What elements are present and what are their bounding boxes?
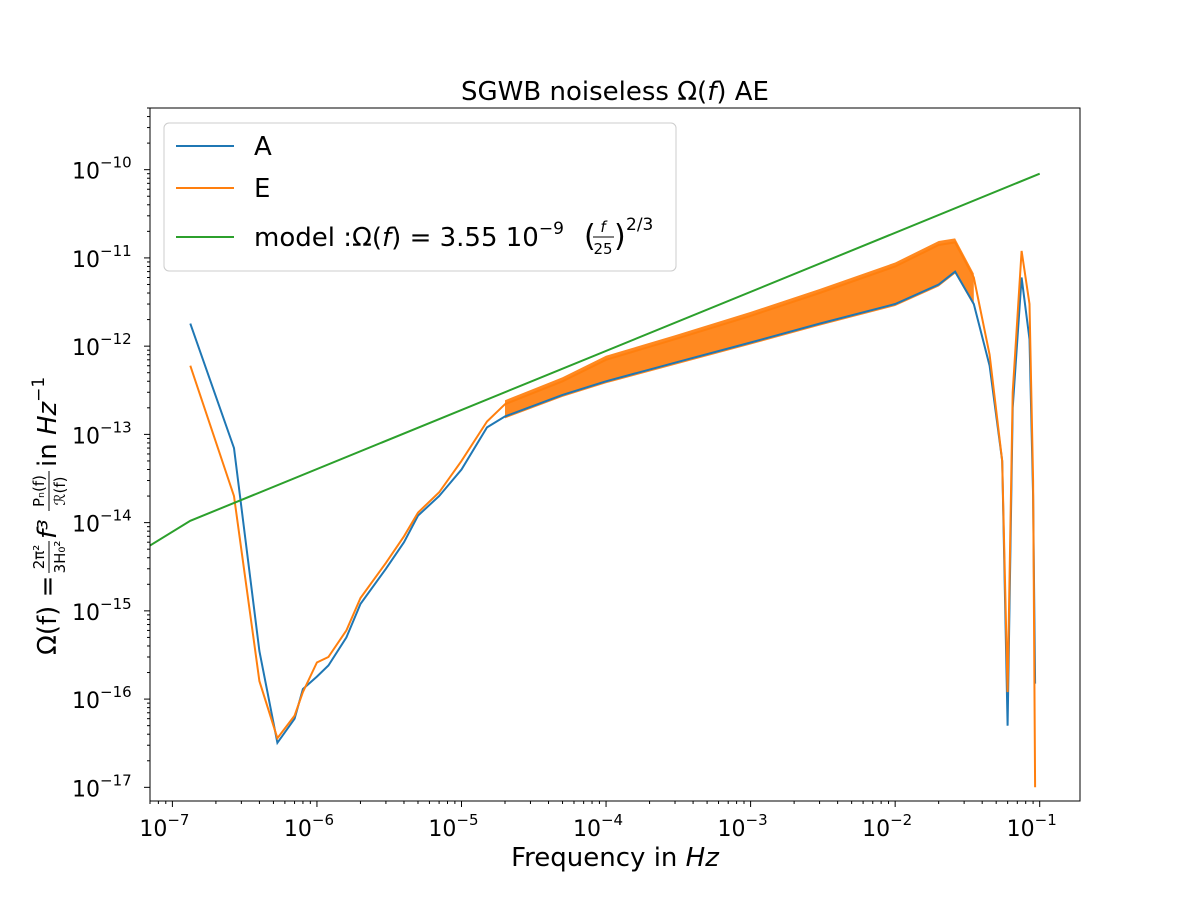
- chart-title: SGWB noiseless Ω(f) AE: [461, 77, 769, 107]
- svg-text:2π²: 2π²: [30, 545, 48, 570]
- y-axis-label: Ω(f) = 2π² 3H₀² f³ Pₙ(f) ℛ(f) in Hz−1: [29, 377, 69, 655]
- svg-text:f: f: [600, 218, 608, 236]
- orange-band-area: [505, 238, 974, 419]
- y-axis-ticks: 10−17 10−16 10−15 10−14 10−13 10−12 10−11 10−10: [72, 107, 150, 802]
- svg-text:f³: f³: [33, 519, 63, 539]
- x-axis-label: Frequency in Hz: [511, 843, 720, 873]
- plot-frame: [149, 107, 1081, 802]
- x-axis-ticks: 10−7 10−6 10−5 10−4 10−3 10−2 10−1: [139, 801, 1057, 842]
- y-tick-label: 10−15: [72, 595, 132, 626]
- y-tick-label: 10−11: [72, 242, 132, 273]
- legend-box: [163, 122, 677, 272]
- x-tick-label: 10−2: [862, 811, 912, 842]
- y-tick-label: 10−13: [72, 418, 132, 449]
- svg-text:25: 25: [593, 240, 612, 258]
- svg-text:Pₙ(f): Pₙ(f): [30, 475, 48, 507]
- svg-text:in Hz−1: in Hz−1: [29, 377, 63, 467]
- y-tick-label: 10−12: [72, 330, 132, 361]
- legend: A E model :Ω(f) = 3.55 10−9 ( f 25 ) 2/3: [163, 122, 677, 272]
- x-tick-label: 10−4: [573, 811, 623, 842]
- y-tick-label: 10−10: [72, 154, 132, 185]
- x-tick-label: 10−1: [1007, 811, 1057, 842]
- svg-text:2/3: 2/3: [626, 215, 653, 235]
- svg-text:): ): [614, 219, 626, 254]
- legend-label-a: A: [254, 132, 272, 162]
- series-line-model: [150, 172, 1041, 547]
- y-tick-label: 10−14: [72, 507, 132, 538]
- legend-label-e: E: [254, 174, 270, 204]
- x-tick-label: 10−5: [428, 811, 478, 842]
- series-layer: [150, 172, 1041, 788]
- svg-text:ℛ(f): ℛ(f): [51, 477, 69, 506]
- svg-text:model :Ω(f) = 3.55 10−9: model :Ω(f) = 3.55 10−9: [254, 219, 564, 253]
- x-tick-label: 10−7: [139, 811, 189, 842]
- svg-text:Ω(f) =: Ω(f) =: [33, 576, 63, 655]
- x-tick-label: 10−3: [718, 811, 768, 842]
- series-line-a: [189, 270, 1037, 746]
- series-line-e: [189, 241, 1037, 788]
- y-tick-label: 10−17: [72, 771, 132, 802]
- y-tick-label: 10−16: [72, 683, 132, 714]
- svg-text:3H₀²: 3H₀²: [51, 541, 69, 574]
- legend-label-model: model :Ω(f) = 3.55 10−9 ( f 25 ) 2/3: [254, 215, 653, 258]
- svg-text:(: (: [584, 219, 596, 254]
- x-tick-label: 10−6: [284, 811, 334, 842]
